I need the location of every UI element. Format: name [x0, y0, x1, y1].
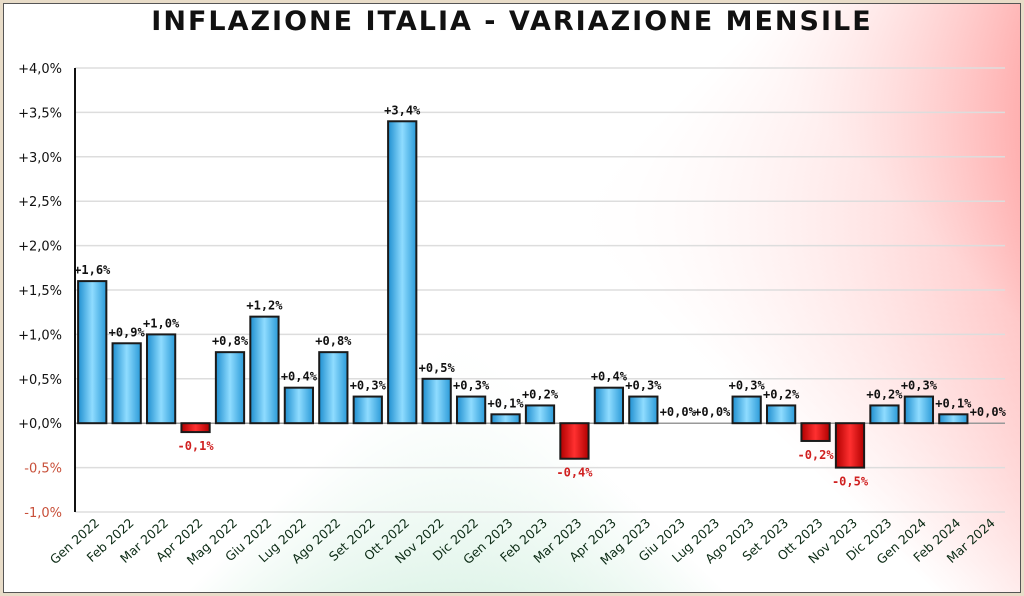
y-tick-label: +4,0% — [18, 62, 62, 77]
data-label: -0,2% — [797, 448, 834, 462]
bar — [455, 395, 487, 425]
bar — [938, 413, 969, 425]
y-tick-label: +1,0% — [18, 328, 62, 343]
bar — [249, 315, 280, 425]
bar — [77, 280, 108, 425]
y-tick-label: -1,0% — [24, 506, 62, 521]
data-label: +0,2% — [522, 387, 559, 401]
bar — [490, 413, 521, 425]
bar — [283, 386, 315, 425]
data-label: +0,3% — [350, 379, 387, 393]
bar — [731, 395, 762, 425]
data-label: +0,8% — [212, 334, 249, 348]
bar — [869, 404, 900, 425]
data-label: -0,1% — [177, 439, 214, 453]
bar — [524, 404, 556, 425]
data-label: +0,1% — [487, 396, 524, 410]
bar — [903, 395, 935, 425]
data-label: +1,0% — [143, 316, 180, 330]
y-tick-label: +0,5% — [18, 373, 62, 388]
data-label: +0,0% — [660, 405, 697, 419]
bar — [559, 422, 590, 460]
y-tick-label: +2,5% — [18, 195, 62, 210]
chart-background — [3, 3, 1021, 593]
bar — [387, 120, 418, 425]
y-tick-label: +0,0% — [18, 417, 62, 432]
data-label: +1,2% — [246, 299, 283, 313]
data-label: +1,6% — [74, 263, 111, 277]
data-label: +0,9% — [109, 325, 146, 339]
bar — [834, 422, 866, 469]
bar — [800, 422, 831, 442]
data-label: +0,3% — [453, 379, 490, 393]
bar — [628, 395, 659, 425]
bar — [214, 351, 246, 425]
data-label: +3,4% — [384, 103, 421, 117]
bar — [352, 395, 383, 425]
data-label: +0,3% — [625, 379, 662, 393]
bar — [145, 333, 177, 425]
data-label: +0,4% — [281, 370, 318, 384]
data-label: +0,4% — [591, 370, 628, 384]
data-label: -0,5% — [832, 475, 869, 489]
y-tick-label: +3,0% — [18, 151, 62, 166]
bar — [111, 342, 142, 425]
data-label: +0,0% — [694, 405, 731, 419]
y-tick-label: -0,5% — [24, 462, 62, 477]
bar — [421, 377, 452, 425]
data-label: +0,2% — [866, 387, 903, 401]
bar — [593, 386, 625, 425]
data-label: +0,1% — [935, 396, 972, 410]
chart-title: INFLAZIONE ITALIA - VARIAZIONE MENSILE — [151, 6, 873, 37]
data-label: +0,3% — [901, 379, 938, 393]
data-label: -0,4% — [556, 466, 593, 480]
bar — [318, 351, 349, 425]
y-tick-label: +3,5% — [18, 106, 62, 121]
data-label: +0,3% — [729, 379, 766, 393]
data-label: +0,5% — [419, 361, 456, 375]
y-tick-label: +1,5% — [18, 284, 62, 299]
bar — [765, 404, 797, 425]
bar — [180, 422, 211, 434]
data-label: +0,0% — [970, 405, 1007, 419]
y-tick-label: +2,0% — [18, 240, 62, 255]
data-label: +0,2% — [763, 387, 800, 401]
data-label: +0,8% — [315, 334, 352, 348]
